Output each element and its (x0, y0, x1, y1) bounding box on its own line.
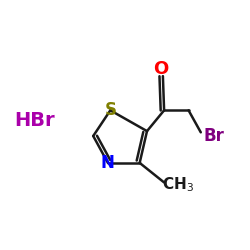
Text: O: O (153, 60, 168, 78)
Text: HBr: HBr (14, 110, 55, 130)
Text: Br: Br (203, 127, 224, 145)
Text: N: N (101, 154, 115, 172)
Text: CH$_3$: CH$_3$ (162, 176, 194, 194)
Text: S: S (104, 101, 116, 119)
